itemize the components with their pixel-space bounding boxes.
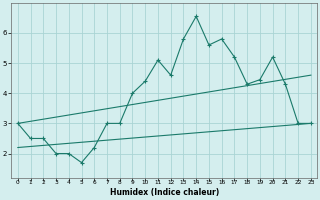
X-axis label: Humidex (Indice chaleur): Humidex (Indice chaleur) <box>110 188 219 197</box>
